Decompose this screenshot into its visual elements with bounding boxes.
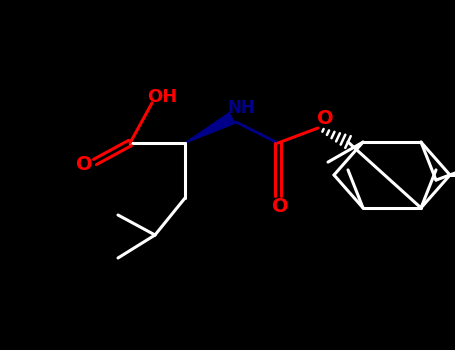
- Polygon shape: [185, 113, 235, 143]
- Text: O: O: [272, 197, 288, 217]
- Text: O: O: [317, 110, 334, 128]
- Text: O: O: [76, 155, 92, 175]
- Text: OH: OH: [147, 88, 177, 106]
- Text: NH: NH: [227, 99, 255, 117]
